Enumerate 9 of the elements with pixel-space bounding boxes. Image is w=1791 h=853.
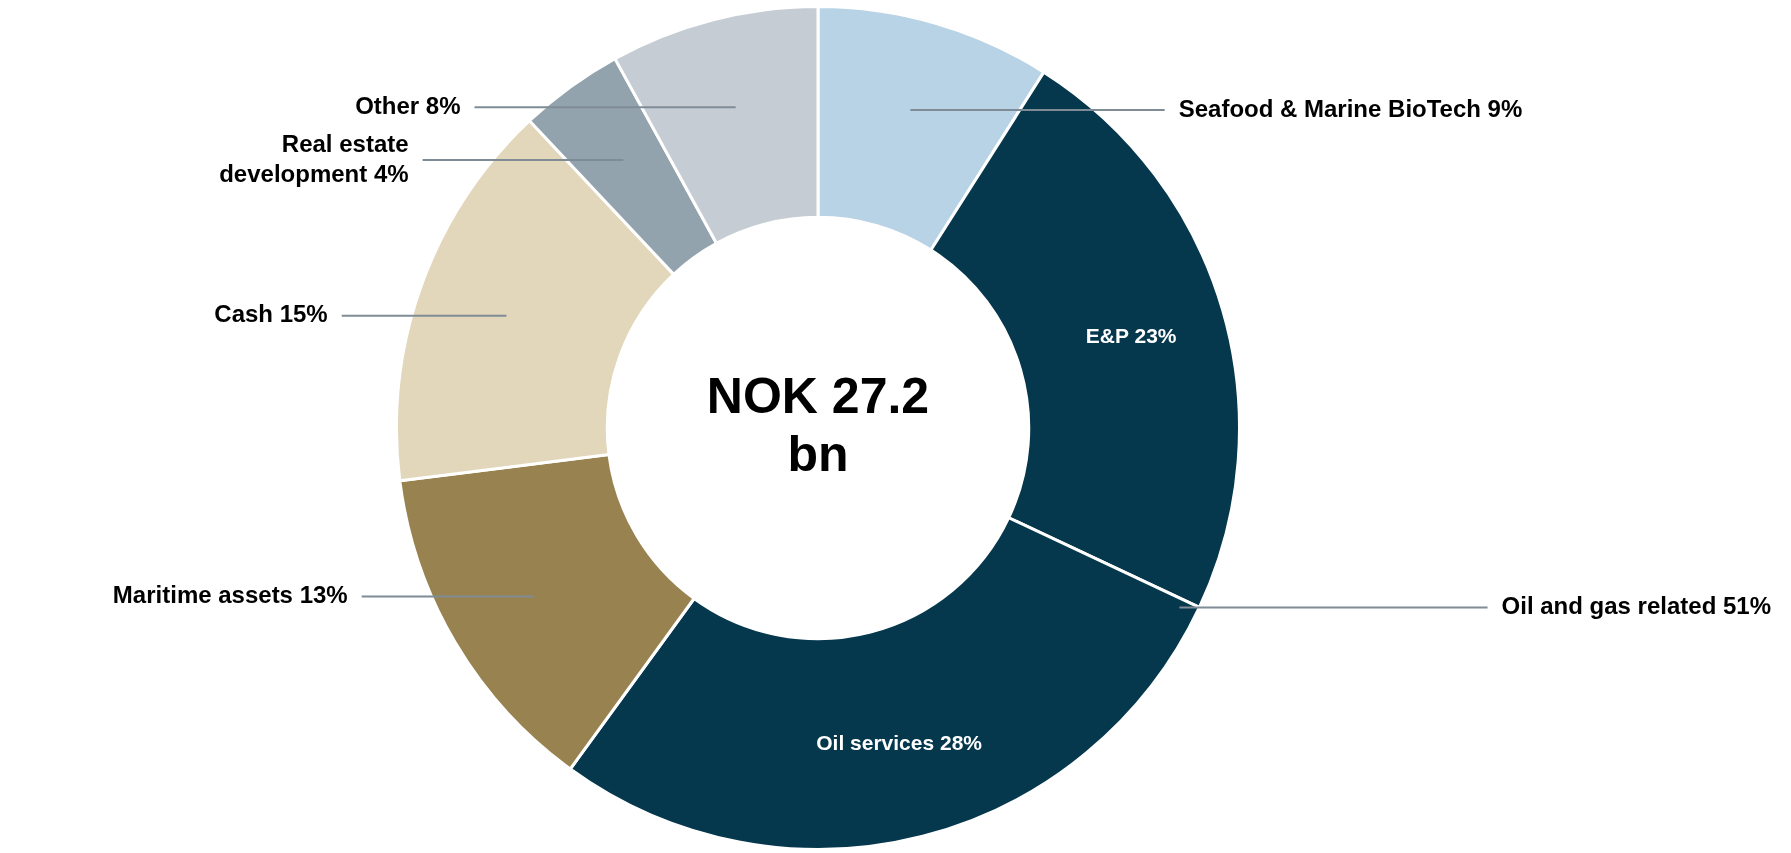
text: Oil and gas related 51% [1501, 592, 1771, 620]
text: NOK 27.2 bn [706, 367, 930, 482]
slice-label: Oil services 28% [816, 730, 983, 754]
slice-label: Cash 15% [214, 300, 328, 328]
slice-label: Seafood & Marine BioTech 9% [1178, 94, 1523, 122]
slice-label: Other 8% [355, 91, 461, 119]
slice-label: Real estate development 4% [219, 129, 409, 187]
slice-label: E&P 23% [1085, 323, 1177, 347]
slice-label: Maritime assets 13% [112, 581, 348, 609]
